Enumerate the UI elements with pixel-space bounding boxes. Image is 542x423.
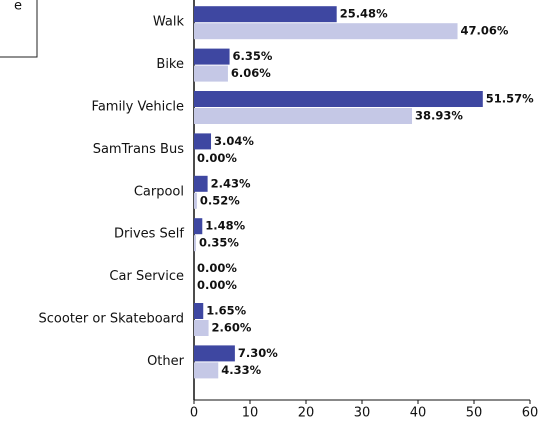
- value-label: 0.00%: [197, 151, 237, 165]
- value-label: 1.48%: [205, 219, 245, 233]
- x-tick-label: 0: [190, 406, 198, 421]
- value-label: 3.04%: [214, 134, 254, 148]
- bar: [194, 6, 337, 23]
- category-label: SamTrans Bus: [93, 142, 185, 157]
- bar: [194, 48, 230, 65]
- bar: [194, 345, 235, 362]
- legend-text: e: [14, 0, 22, 14]
- bar: [194, 362, 219, 379]
- category-label: Bike: [156, 57, 184, 72]
- category-label: Car Service: [109, 269, 184, 284]
- category-label: Drives Self: [114, 227, 184, 242]
- value-label: 7.30%: [238, 346, 278, 360]
- legend-box: [0, 0, 38, 58]
- x-tick-label: 10: [242, 406, 259, 421]
- bar: [194, 320, 209, 336]
- value-label: 4.33%: [221, 363, 261, 377]
- value-label: 0.00%: [197, 261, 237, 275]
- bar: [194, 65, 228, 82]
- category-label: Other: [147, 354, 185, 369]
- value-label: 0.52%: [200, 193, 240, 207]
- bar: [194, 175, 208, 192]
- value-label: 1.65%: [206, 304, 246, 318]
- bar: [194, 133, 212, 150]
- category-label: Scooter or Skateboard: [39, 312, 184, 327]
- bar: [194, 192, 197, 209]
- value-label: 6.35%: [233, 49, 273, 63]
- category-label: Walk: [153, 15, 185, 30]
- value-label: 51.57%: [486, 92, 534, 106]
- value-label: 2.60%: [212, 321, 252, 335]
- value-label: 38.93%: [415, 109, 463, 123]
- bar: [194, 23, 458, 40]
- value-label: 25.48%: [340, 7, 388, 21]
- x-tick-label: 40: [410, 406, 427, 421]
- x-tick-label: 30: [354, 406, 371, 421]
- value-label: 0.00%: [197, 278, 237, 292]
- category-label: Family Vehicle: [92, 100, 184, 115]
- bar: [194, 218, 203, 235]
- value-label: 47.06%: [461, 24, 509, 38]
- x-tick-label: 50: [466, 406, 483, 421]
- bar: [194, 91, 483, 107]
- bar: [194, 235, 196, 252]
- bar: [194, 303, 204, 319]
- category-label: Carpool: [134, 184, 184, 199]
- value-label: 0.35%: [199, 236, 239, 250]
- value-label: 6.06%: [231, 66, 271, 80]
- value-label: 2.43%: [211, 176, 251, 190]
- bar: [194, 108, 413, 124]
- x-tick-label: 20: [298, 406, 315, 421]
- x-tick-label: 60: [522, 406, 539, 421]
